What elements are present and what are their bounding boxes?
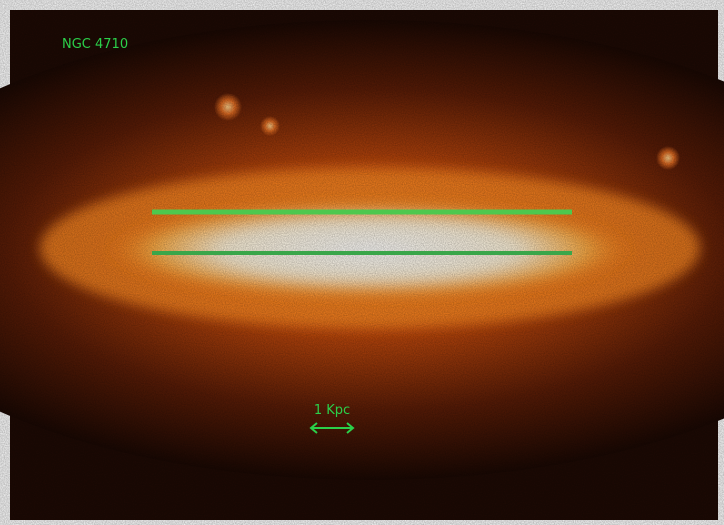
page: {"labels": {"title": "NGC 4710", "scale"… [0, 0, 724, 525]
object-label: NGC 4710 [62, 37, 128, 52]
scale-label: 1 Kpc [314, 403, 350, 418]
galaxy-image: NGC 4710 1 Kpc [0, 0, 724, 525]
noise [10, 10, 718, 520]
